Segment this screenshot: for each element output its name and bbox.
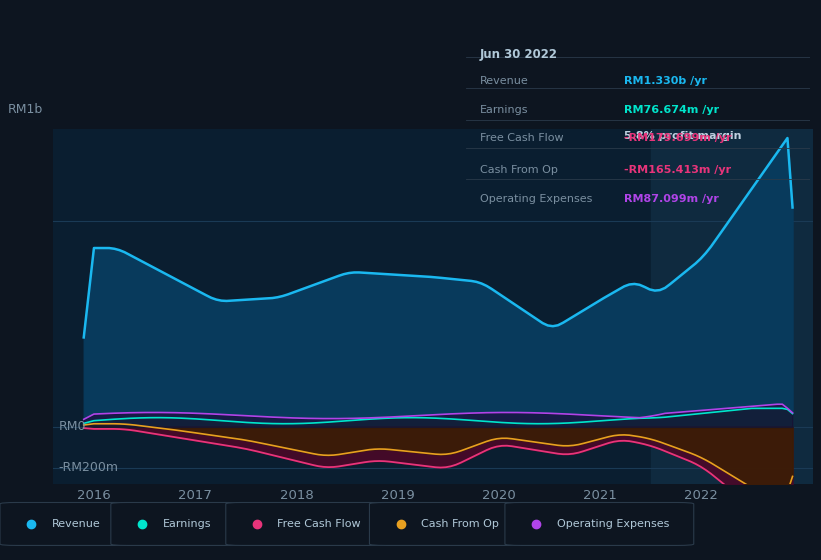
Text: -RM165.413m /yr: -RM165.413m /yr (624, 165, 732, 175)
Text: -RM200m: -RM200m (58, 461, 118, 474)
Text: Cash From Op: Cash From Op (421, 519, 499, 529)
Text: Cash From Op: Cash From Op (480, 165, 558, 175)
Text: RM0: RM0 (58, 421, 86, 433)
Text: Earnings: Earnings (480, 105, 529, 115)
Text: Revenue: Revenue (52, 519, 100, 529)
FancyBboxPatch shape (226, 502, 386, 545)
Text: Earnings: Earnings (163, 519, 211, 529)
FancyBboxPatch shape (369, 502, 521, 545)
FancyBboxPatch shape (0, 502, 131, 545)
Text: 5.8% profit margin: 5.8% profit margin (624, 131, 741, 141)
Text: Operating Expenses: Operating Expenses (557, 519, 669, 529)
Text: RM1.330b /yr: RM1.330b /yr (624, 76, 707, 86)
Text: RM76.674m /yr: RM76.674m /yr (624, 105, 719, 115)
Text: Free Cash Flow: Free Cash Flow (480, 133, 564, 143)
Text: RM1b: RM1b (8, 103, 44, 116)
Bar (651, 129, 813, 484)
Text: Jun 30 2022: Jun 30 2022 (480, 48, 558, 61)
Text: Revenue: Revenue (480, 76, 529, 86)
Text: Operating Expenses: Operating Expenses (480, 194, 593, 204)
Text: RM87.099m /yr: RM87.099m /yr (624, 194, 719, 204)
Text: -RM179.699m /yr: -RM179.699m /yr (624, 133, 732, 143)
Text: Free Cash Flow: Free Cash Flow (277, 519, 361, 529)
FancyBboxPatch shape (111, 502, 242, 545)
FancyBboxPatch shape (505, 502, 694, 545)
